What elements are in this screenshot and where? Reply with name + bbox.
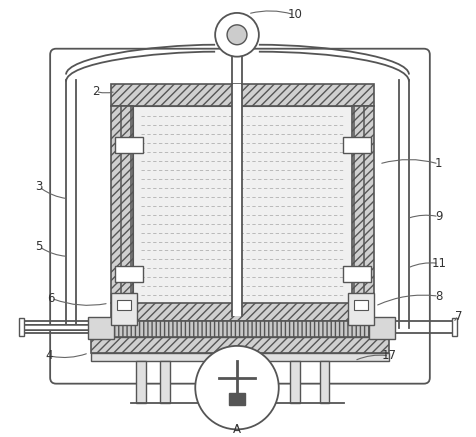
Bar [451,318,456,336]
Circle shape [215,13,258,57]
Bar [343,267,370,282]
Bar [132,106,352,303]
Bar [228,392,245,405]
Bar [115,267,142,282]
Text: 10: 10 [287,8,301,21]
Bar [160,361,170,402]
Text: 2: 2 [92,85,99,98]
Bar [319,361,329,402]
Bar [20,318,24,336]
Bar [117,300,130,310]
Text: 6: 6 [47,291,55,305]
Bar [343,137,370,153]
Bar [135,361,145,402]
Bar [110,106,132,303]
Bar [110,303,373,321]
Bar [347,293,373,325]
Bar [88,317,113,339]
Text: 11: 11 [430,257,446,270]
Bar [110,293,136,325]
Text: 8: 8 [434,290,442,303]
Bar [115,137,142,153]
Text: 4: 4 [45,349,53,362]
Bar [110,321,373,337]
Bar [231,84,241,316]
Text: 7: 7 [454,309,461,323]
Bar [368,317,394,339]
Bar [352,106,373,303]
Text: 5: 5 [35,240,43,253]
Bar [354,300,367,310]
Bar [91,353,388,361]
Text: 17: 17 [381,349,396,362]
Bar [110,84,373,106]
Bar [289,361,299,402]
Circle shape [195,346,278,430]
Circle shape [227,25,247,45]
Text: A: A [232,423,240,436]
Text: 9: 9 [434,210,442,223]
Text: 3: 3 [35,180,43,193]
Text: 1: 1 [434,157,442,170]
Bar [91,337,388,353]
